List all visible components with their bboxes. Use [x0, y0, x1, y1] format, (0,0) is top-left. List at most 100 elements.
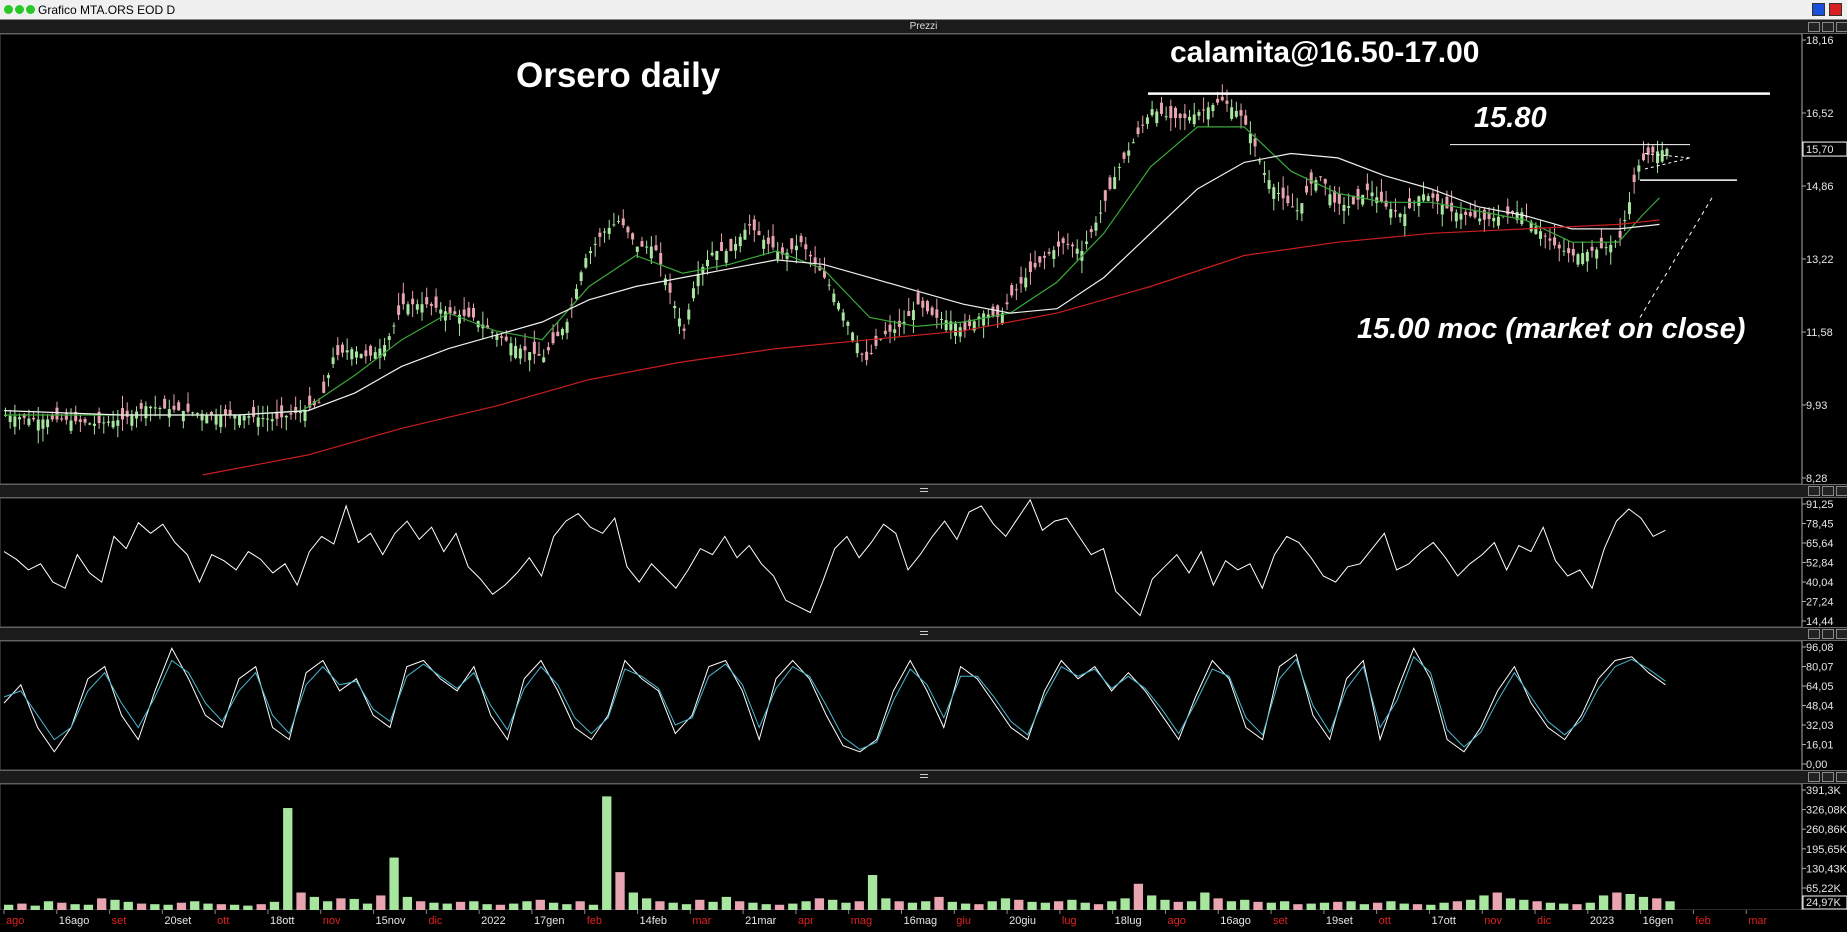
- volume-bar: [1625, 893, 1635, 910]
- volume-bar: [283, 808, 293, 910]
- candle-body: [785, 252, 789, 259]
- candle-body: [1361, 194, 1365, 205]
- candle-body: [1637, 165, 1641, 172]
- triangle-lower-line: [1644, 157, 1691, 170]
- candle-body: [1122, 152, 1126, 159]
- panel-close-button[interactable]: [1836, 486, 1847, 496]
- candle-body: [1548, 238, 1552, 241]
- panel-restore-button[interactable]: [1822, 629, 1834, 639]
- volume-bar: [1080, 902, 1090, 910]
- candle-body: [1426, 196, 1430, 202]
- candle-body: [893, 329, 897, 333]
- candle-body: [1665, 149, 1669, 156]
- volume-bar: [708, 901, 718, 910]
- candle-body: [97, 411, 101, 424]
- panel-restore-button[interactable]: [1822, 486, 1834, 496]
- volume-bar: [1173, 901, 1183, 910]
- panel-minimize-button[interactable]: [1808, 486, 1820, 496]
- candle-body: [593, 243, 597, 245]
- volume-bar: [1452, 901, 1463, 910]
- candle-body: [467, 307, 471, 317]
- candle-body: [1225, 100, 1229, 104]
- candle-body: [1211, 105, 1215, 112]
- volume-bar: [974, 904, 984, 910]
- window-sync-dot-icon[interactable]: [26, 5, 35, 14]
- candle-body: [1248, 133, 1252, 144]
- candle-body: [18, 417, 22, 420]
- volume-bar: [1293, 904, 1303, 910]
- candle-body: [275, 411, 279, 419]
- candle-body: [1323, 178, 1327, 184]
- volume-bar: [1386, 901, 1396, 910]
- candle-body: [560, 329, 564, 336]
- candle-body: [1024, 277, 1028, 288]
- price-tick-label: 11,58: [1806, 327, 1833, 339]
- candle-body: [1529, 221, 1533, 232]
- volume-bar: [788, 903, 798, 910]
- volume-bar: [655, 901, 665, 910]
- volume-bar: [867, 875, 878, 910]
- osc1-tick-label: 91,25: [1806, 499, 1834, 511]
- candle-body: [1038, 256, 1042, 263]
- candle-body: [1525, 216, 1528, 218]
- candle-body: [60, 418, 64, 420]
- candle-body: [1216, 98, 1220, 103]
- candle-body: [823, 270, 826, 278]
- candle-body: [387, 336, 391, 340]
- candle-body: [228, 409, 232, 416]
- volume-bar: [1545, 902, 1556, 910]
- candle-body: [710, 252, 714, 256]
- volume-bar: [1519, 899, 1529, 910]
- candle-body: [238, 415, 241, 426]
- candle-body: [837, 303, 841, 310]
- maximize-button[interactable]: [1812, 3, 1825, 16]
- panel-close-button[interactable]: [1836, 629, 1847, 639]
- panel-restore-button[interactable]: [1822, 772, 1834, 782]
- candle-body: [542, 357, 546, 363]
- candle-body: [181, 410, 185, 422]
- volume-bar: [482, 904, 492, 910]
- panel-minimize-button[interactable]: [1808, 772, 1820, 782]
- volume-bar: [1492, 892, 1502, 910]
- panel-close-button[interactable]: [1836, 22, 1847, 32]
- volume-bar: [1000, 898, 1011, 910]
- panel-close-button[interactable]: [1836, 772, 1847, 782]
- window-status-dot-icon[interactable]: [4, 5, 13, 14]
- x-tick-label: mar: [1748, 915, 1767, 927]
- x-tick-label: 2023: [1590, 915, 1614, 927]
- candle-body: [116, 420, 120, 426]
- panel-minimize-button[interactable]: [1808, 22, 1820, 32]
- window-link-dot-icon[interactable]: [15, 5, 24, 14]
- volume-bar: [83, 904, 94, 910]
- panel-minimize-button[interactable]: [1808, 629, 1820, 639]
- candle-body: [603, 231, 607, 233]
- x-axis: ago 16ago set 20set ott 18ott nov 15nov dic 2022 1…: [0, 910, 1847, 932]
- candle-body: [982, 313, 986, 326]
- candle-body: [420, 304, 424, 313]
- candle-body: [1127, 150, 1131, 156]
- volume-bar: [256, 904, 266, 910]
- volume-tick-label: 326,08K: [1806, 805, 1847, 817]
- volume-bar: [216, 904, 226, 910]
- window-titlebar: Grafico MTA.ORS EOD D: [0, 0, 1847, 20]
- candle-body: [869, 352, 873, 354]
- close-button[interactable]: [1829, 3, 1842, 16]
- x-tick-label: dic: [428, 915, 443, 927]
- x-tick-label: 18ott: [270, 915, 294, 927]
- volume-bar: [30, 905, 40, 910]
- candle-body: [1590, 246, 1594, 251]
- candle-body: [495, 335, 499, 340]
- candle-body: [1651, 146, 1655, 153]
- candle-body: [851, 332, 855, 341]
- stochastic-k-line: [3, 647, 1666, 753]
- volume-bar: [1652, 898, 1662, 910]
- candle-body: [668, 282, 672, 293]
- candle-body: [373, 352, 377, 359]
- candle-body: [1576, 254, 1580, 265]
- candle-body: [865, 351, 869, 361]
- candle-body: [724, 251, 728, 263]
- panel-restore-button[interactable]: [1822, 22, 1834, 32]
- candle-body: [1585, 251, 1589, 262]
- volume-bar: [814, 898, 825, 910]
